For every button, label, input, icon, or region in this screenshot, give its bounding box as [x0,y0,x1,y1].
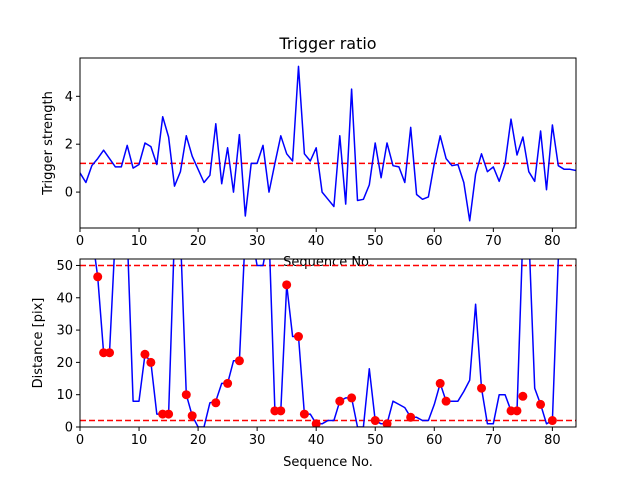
data-point-marker [187,411,197,421]
distance-chart: Distance [pix] Sequence No. 0 10 20 30 40 50 6… [31,258,577,470]
x-axis-title: Sequence No. [283,455,373,470]
x-tick-label: 80 [544,433,561,448]
y-tick-label: 20 [56,356,73,371]
x-tick-label: 30 [249,234,266,249]
y-axis-title: Trigger strength [41,91,56,196]
data-point-marker [105,348,115,358]
data-point-marker [181,390,191,400]
x-tick-label: 40 [308,234,325,249]
x-tick-label: 0 [76,433,84,448]
x-tick-label: 80 [544,234,561,249]
data-point-marker [382,419,392,427]
chart-title: Trigger ratio [278,34,376,53]
x-tick-label: 10 [131,433,148,448]
data-point-marker [512,406,522,416]
data-point-marker [335,396,345,406]
y-axis-title: Distance [pix] [31,298,46,389]
data-point-marker [211,398,221,408]
x-tick-label: 50 [367,433,384,448]
x-tick-label: 0 [76,234,84,249]
y-tick-label: 10 [56,388,73,403]
data-point-marker [370,416,380,426]
data-point-marker [146,357,156,367]
data-point-marker [311,419,321,427]
y-tick-label: 4 [65,90,73,105]
x-tick-label: 20 [190,234,207,249]
x-tick-label: 60 [426,234,443,249]
plot-area [80,259,576,427]
x-tick-label: 30 [249,433,266,448]
data-point-marker [140,349,150,359]
data-point-marker [435,378,445,388]
trigger-ratio-chart: Trigger ratio Trigger strength Sequence … [41,34,577,270]
series-line [94,259,560,427]
x-tick-label: 40 [308,433,325,448]
data-point-marker [282,280,292,290]
x-tick-label: 70 [485,234,502,249]
y-tick-label: 40 [56,291,73,306]
y-tick-label: 2 [65,138,73,153]
series-line [80,65,576,222]
y-tick-label: 50 [56,259,73,274]
data-point-marker [547,416,557,426]
data-point-marker [223,378,233,388]
y-tick-label: 30 [56,324,73,339]
y-tick-label: 0 [65,186,73,201]
plot-frame [79,57,577,229]
data-point-marker [234,356,244,366]
data-point-marker [93,272,103,282]
x-axis-title: Sequence No. [283,255,373,270]
x-tick-label: 60 [426,433,443,448]
y-tick-label: 0 [65,421,73,436]
x-tick-label: 20 [190,433,207,448]
data-point-marker [276,406,286,416]
data-point-marker [293,332,303,342]
x-tick-label: 10 [131,234,148,249]
data-point-marker [299,409,309,419]
data-point-marker [536,399,546,409]
data-point-marker [406,412,416,422]
data-point-marker [518,391,528,401]
data-point-marker [441,396,451,406]
x-tick-label: 50 [367,234,384,249]
plot-frame [79,258,577,428]
data-point-marker [477,383,487,393]
plot-area [80,65,576,222]
data-point-marker [347,393,357,403]
x-tick-label: 70 [485,433,502,448]
data-point-marker [164,409,174,419]
